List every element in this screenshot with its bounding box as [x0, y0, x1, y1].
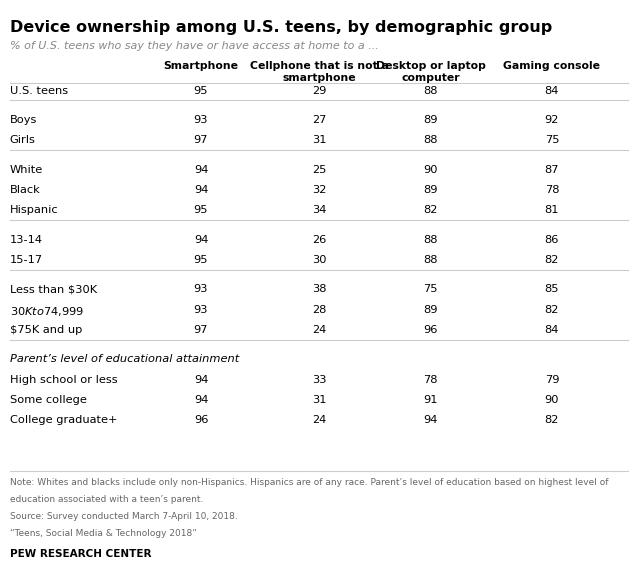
- Text: Device ownership among U.S. teens, by demographic group: Device ownership among U.S. teens, by de…: [10, 20, 552, 35]
- Text: 24: 24: [312, 415, 326, 425]
- Text: 88: 88: [424, 86, 438, 96]
- Text: 78: 78: [424, 375, 438, 385]
- Text: 94: 94: [194, 395, 208, 405]
- Text: Desktop or laptop
computer: Desktop or laptop computer: [376, 61, 486, 83]
- Text: 31: 31: [312, 395, 326, 405]
- Text: Smartphone: Smartphone: [163, 61, 239, 71]
- Text: 94: 94: [194, 235, 208, 245]
- Text: Parent’s level of educational attainment: Parent’s level of educational attainment: [10, 354, 239, 364]
- Text: 81: 81: [545, 205, 559, 215]
- Text: 97: 97: [194, 325, 208, 335]
- Text: Less than $30K: Less than $30K: [10, 284, 97, 295]
- Text: 26: 26: [312, 235, 326, 245]
- Text: 88: 88: [424, 255, 438, 265]
- Text: 90: 90: [545, 395, 559, 405]
- Text: 84: 84: [545, 325, 559, 335]
- Text: 28: 28: [312, 304, 326, 315]
- Text: 82: 82: [545, 255, 559, 265]
- Text: 89: 89: [424, 304, 438, 315]
- Text: 82: 82: [545, 415, 559, 425]
- Text: 88: 88: [424, 235, 438, 245]
- Text: 94: 94: [194, 164, 208, 175]
- Text: 86: 86: [545, 235, 559, 245]
- Text: 79: 79: [545, 375, 559, 385]
- Text: 96: 96: [194, 415, 208, 425]
- Text: Boys: Boys: [10, 115, 37, 125]
- Text: 95: 95: [194, 255, 208, 265]
- Text: 88: 88: [424, 135, 438, 146]
- Text: 75: 75: [424, 284, 438, 295]
- Text: 92: 92: [545, 115, 559, 125]
- Text: 27: 27: [312, 115, 326, 125]
- Text: 93: 93: [194, 115, 208, 125]
- Text: $30K to $74,999: $30K to $74,999: [10, 304, 84, 317]
- Text: Source: Survey conducted March 7-April 10, 2018.: Source: Survey conducted March 7-April 1…: [10, 512, 237, 521]
- Text: 75: 75: [545, 135, 559, 146]
- Text: 25: 25: [312, 164, 326, 175]
- Text: High school or less: High school or less: [10, 375, 117, 385]
- Text: “Teens, Social Media & Technology 2018”: “Teens, Social Media & Technology 2018”: [10, 529, 197, 538]
- Text: Cellphone that is not a
smartphone: Cellphone that is not a smartphone: [249, 61, 389, 83]
- Text: 34: 34: [312, 205, 326, 215]
- Text: 89: 89: [424, 185, 438, 195]
- Text: 85: 85: [545, 284, 559, 295]
- Text: 87: 87: [545, 164, 559, 175]
- Text: 91: 91: [424, 395, 438, 405]
- Text: $75K and up: $75K and up: [10, 325, 82, 335]
- Text: 29: 29: [312, 86, 326, 96]
- Text: U.S. teens: U.S. teens: [10, 86, 68, 96]
- Text: 32: 32: [312, 185, 326, 195]
- Text: 82: 82: [424, 205, 438, 215]
- Text: % of U.S. teens who say they have or have access at home to a ...: % of U.S. teens who say they have or hav…: [10, 41, 378, 51]
- Text: 95: 95: [194, 205, 208, 215]
- Text: 30: 30: [312, 255, 326, 265]
- Text: 82: 82: [545, 304, 559, 315]
- Text: 13-14: 13-14: [10, 235, 43, 245]
- Text: Girls: Girls: [10, 135, 36, 146]
- Text: 84: 84: [545, 86, 559, 96]
- Text: 15-17: 15-17: [10, 255, 43, 265]
- Text: 78: 78: [545, 185, 559, 195]
- Text: White: White: [10, 164, 43, 175]
- Text: 93: 93: [194, 304, 208, 315]
- Text: 33: 33: [312, 375, 326, 385]
- Text: PEW RESEARCH CENTER: PEW RESEARCH CENTER: [10, 549, 151, 560]
- Text: Some college: Some college: [10, 395, 86, 405]
- Text: Hispanic: Hispanic: [10, 205, 58, 215]
- Text: Gaming console: Gaming console: [503, 61, 600, 71]
- Text: Note: Whites and blacks include only non-Hispanics. Hispanics are of any race. P: Note: Whites and blacks include only non…: [10, 478, 608, 487]
- Text: 94: 94: [424, 415, 438, 425]
- Text: 97: 97: [194, 135, 208, 146]
- Text: 96: 96: [424, 325, 438, 335]
- Text: 90: 90: [424, 164, 438, 175]
- Text: 93: 93: [194, 284, 208, 295]
- Text: education associated with a teen’s parent.: education associated with a teen’s paren…: [10, 495, 203, 504]
- Text: 38: 38: [312, 284, 326, 295]
- Text: 89: 89: [424, 115, 438, 125]
- Text: College graduate+: College graduate+: [10, 415, 117, 425]
- Text: Black: Black: [10, 185, 40, 195]
- Text: 31: 31: [312, 135, 326, 146]
- Text: 24: 24: [312, 325, 326, 335]
- Text: 94: 94: [194, 185, 208, 195]
- Text: 95: 95: [194, 86, 208, 96]
- Text: 94: 94: [194, 375, 208, 385]
